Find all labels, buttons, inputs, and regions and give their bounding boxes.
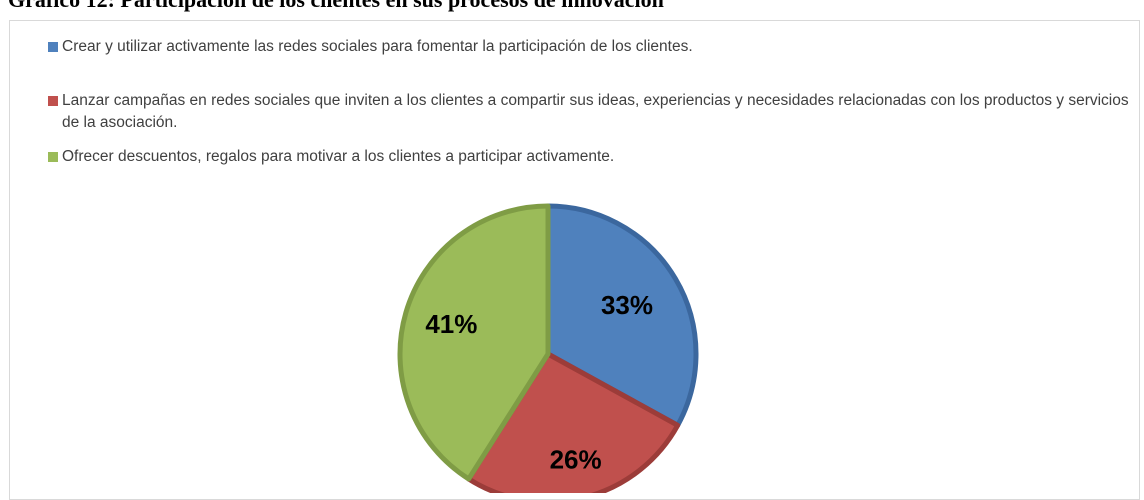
data-label: 26% bbox=[550, 444, 602, 474]
legend-label: Lanzar campañas en redes sociales que in… bbox=[62, 92, 1129, 131]
legend-item: Crear y utilizar activamente las redes s… bbox=[48, 36, 1133, 58]
legend-swatch bbox=[48, 42, 58, 52]
data-label: 33% bbox=[601, 290, 653, 320]
legend-label: Ofrecer descuentos, regalos para motivar… bbox=[62, 148, 615, 165]
legend-label: Crear y utilizar activamente las redes s… bbox=[62, 38, 693, 55]
legend: Crear y utilizar activamente las redes s… bbox=[48, 36, 1133, 168]
legend-swatch bbox=[48, 152, 58, 162]
pie-slice bbox=[397, 203, 551, 482]
legend-swatch bbox=[48, 96, 58, 106]
pie-slice bbox=[466, 351, 681, 493]
legend-item: Lanzar campañas en redes sociales que in… bbox=[48, 90, 1133, 134]
data-label: 41% bbox=[425, 309, 477, 339]
chart-title: Gráfico 12: Participación de los cliente… bbox=[8, 0, 664, 13]
pie-slice bbox=[545, 203, 699, 428]
legend-item: Ofrecer descuentos, regalos para motivar… bbox=[48, 146, 1133, 168]
